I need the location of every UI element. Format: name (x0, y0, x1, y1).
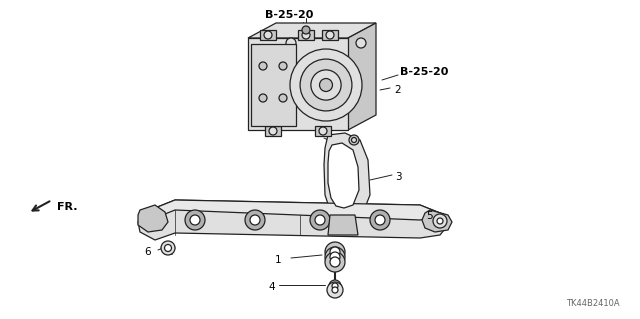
Circle shape (269, 127, 277, 135)
Text: 1: 1 (275, 255, 282, 265)
Circle shape (327, 282, 343, 298)
Polygon shape (322, 30, 338, 40)
Circle shape (300, 59, 352, 111)
Circle shape (279, 94, 287, 102)
Text: B-25-20: B-25-20 (265, 10, 314, 20)
Circle shape (319, 127, 327, 135)
Circle shape (330, 257, 340, 267)
Text: 3: 3 (395, 172, 402, 182)
Circle shape (349, 135, 359, 145)
Text: 5: 5 (315, 129, 322, 139)
Text: TK44B2410A: TK44B2410A (566, 299, 620, 308)
Circle shape (370, 210, 390, 230)
Polygon shape (138, 205, 168, 232)
Circle shape (311, 70, 341, 100)
Text: 5: 5 (426, 211, 433, 221)
Polygon shape (328, 143, 359, 208)
Circle shape (310, 210, 330, 230)
Polygon shape (138, 200, 448, 240)
Circle shape (286, 38, 296, 48)
Text: B-25-20: B-25-20 (400, 67, 449, 77)
Text: 2: 2 (394, 85, 401, 95)
Circle shape (330, 252, 340, 262)
Circle shape (437, 218, 443, 224)
Polygon shape (248, 23, 376, 38)
Polygon shape (260, 30, 276, 40)
Polygon shape (328, 215, 358, 235)
Polygon shape (348, 23, 376, 130)
Text: 4: 4 (268, 282, 275, 292)
Polygon shape (324, 133, 370, 220)
Circle shape (433, 214, 447, 228)
Circle shape (351, 137, 356, 143)
Circle shape (329, 280, 341, 292)
Circle shape (315, 215, 325, 225)
Circle shape (164, 244, 172, 251)
Circle shape (332, 287, 338, 293)
Polygon shape (298, 30, 314, 40)
Circle shape (325, 242, 345, 262)
Circle shape (325, 252, 345, 272)
Polygon shape (251, 44, 296, 126)
Circle shape (250, 215, 260, 225)
Circle shape (245, 210, 265, 230)
Circle shape (279, 62, 287, 70)
Polygon shape (248, 38, 348, 130)
Circle shape (330, 247, 340, 257)
Circle shape (325, 247, 345, 267)
Circle shape (264, 31, 272, 39)
Circle shape (259, 62, 267, 70)
Polygon shape (422, 210, 452, 232)
Circle shape (375, 215, 385, 225)
Circle shape (190, 215, 200, 225)
Polygon shape (155, 200, 445, 220)
Circle shape (161, 241, 175, 255)
Circle shape (332, 283, 338, 289)
Circle shape (185, 210, 205, 230)
Circle shape (302, 31, 310, 39)
Text: FR.: FR. (57, 202, 77, 212)
Circle shape (259, 94, 267, 102)
Text: 6: 6 (144, 247, 150, 257)
Circle shape (302, 26, 310, 34)
Polygon shape (265, 126, 281, 136)
Polygon shape (315, 126, 331, 136)
Circle shape (290, 49, 362, 121)
Circle shape (356, 38, 366, 48)
Circle shape (319, 78, 333, 92)
Circle shape (326, 31, 334, 39)
